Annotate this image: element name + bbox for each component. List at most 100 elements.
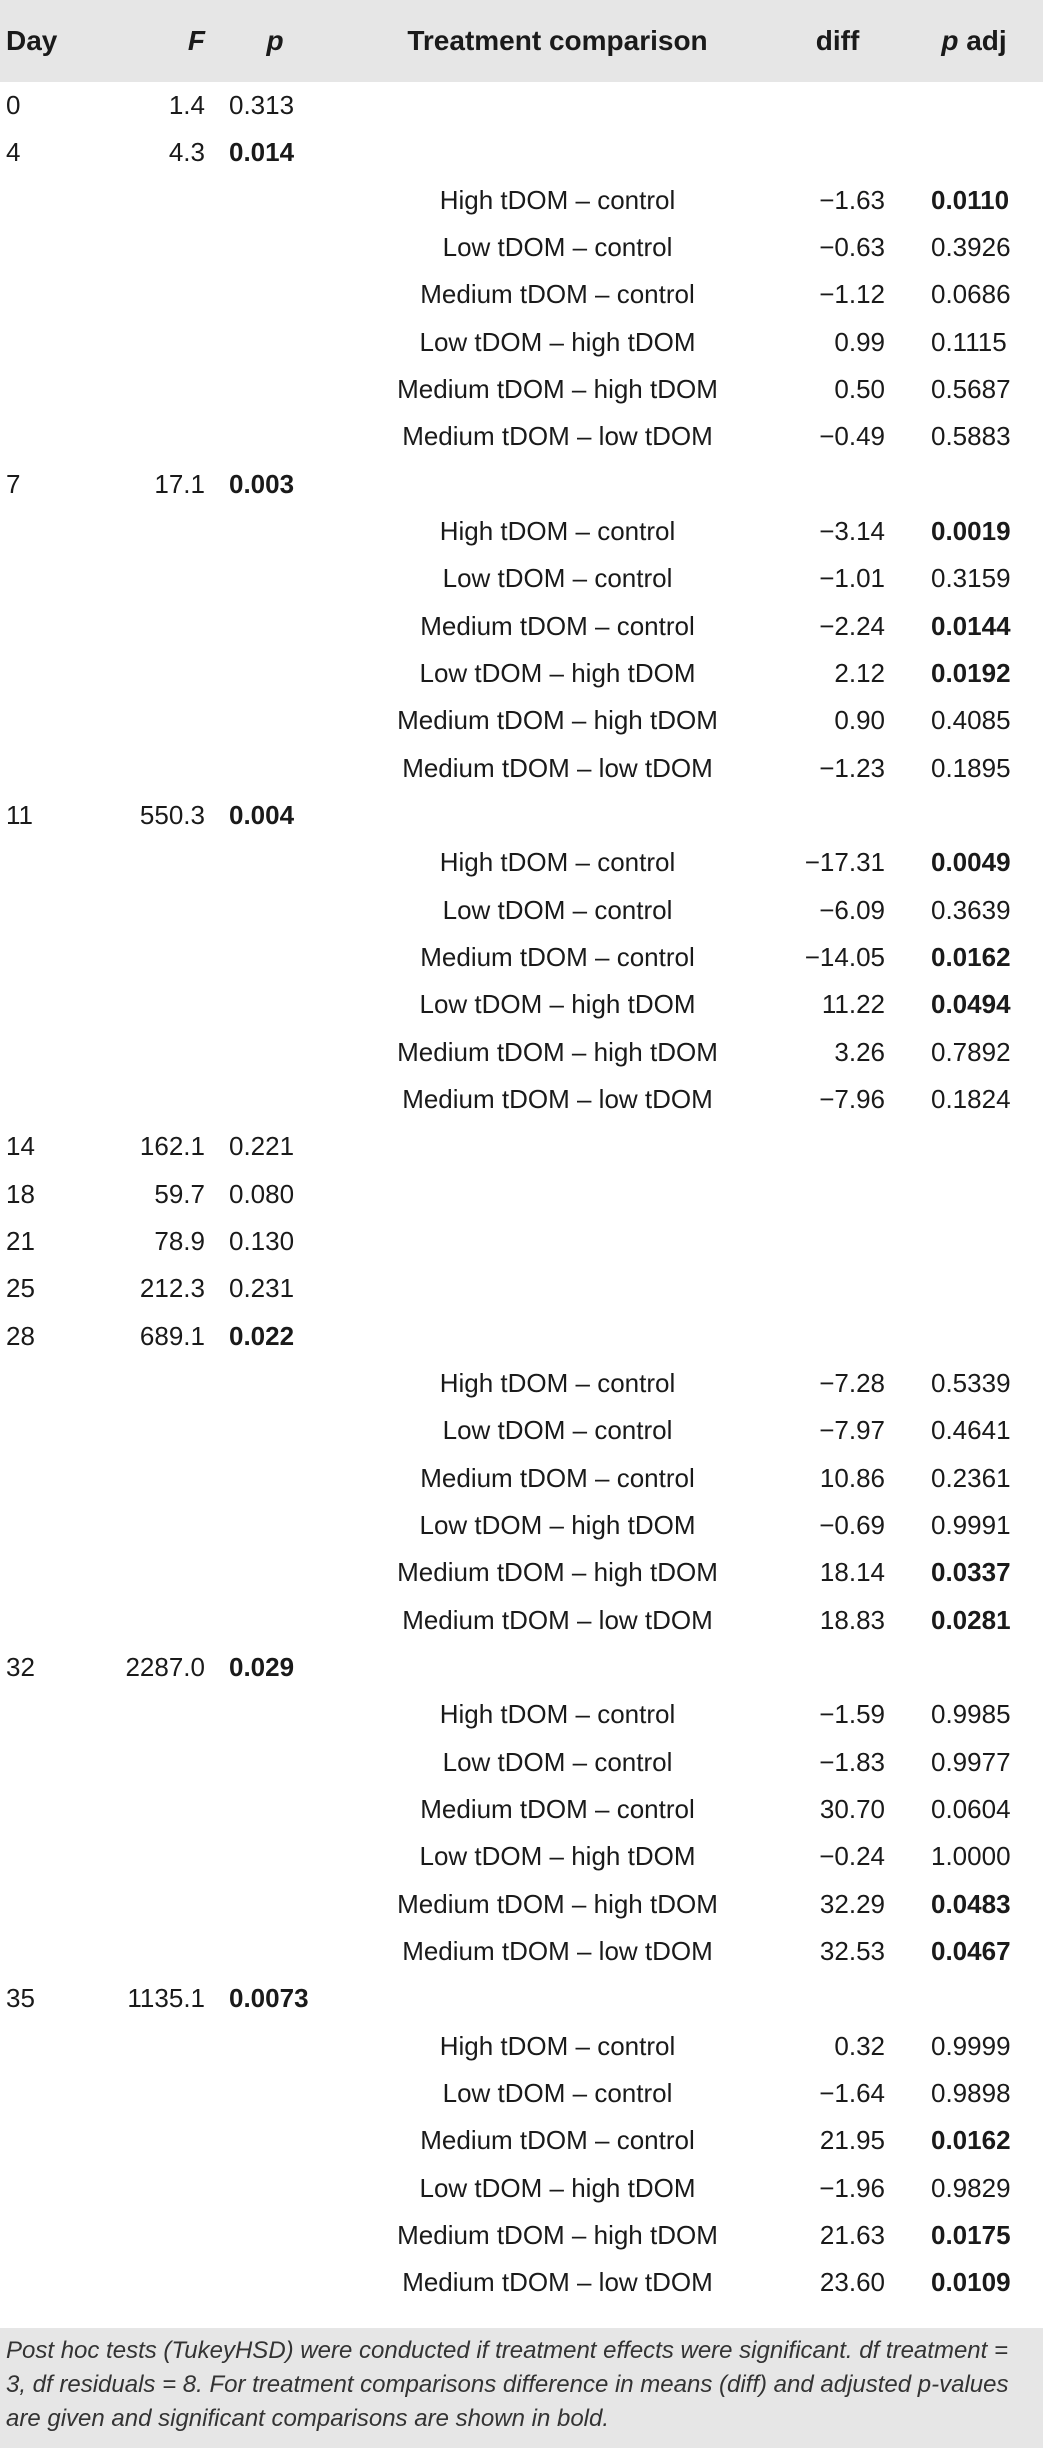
results-table-container: Day F p Treatment comparison diff p adj …	[0, 0, 1043, 2306]
cell-diff: 3.26	[834, 1036, 885, 1067]
cell-diff: 18.83	[819, 1604, 885, 1635]
cell-f: 212.3	[139, 1273, 205, 1304]
cell-comparison: Low tDOM – control	[442, 1415, 673, 1446]
cell-day: 4	[6, 137, 21, 168]
cell-p-empty	[205, 2117, 345, 2164]
header-day: Day	[6, 25, 58, 56]
cell-p-empty	[205, 1360, 345, 1407]
cell-diff: −1.96	[819, 2172, 885, 2203]
cell-day-empty	[0, 2022, 115, 2069]
cell-diff: −0.49	[819, 421, 885, 452]
cell-f-empty	[115, 508, 205, 555]
cell-day-empty	[0, 2259, 115, 2306]
cell-diff: 0.50	[834, 374, 885, 405]
cell-day: 14	[6, 1131, 35, 1162]
cell-comparison-empty	[345, 461, 770, 508]
cell-comparison: Medium tDOM – high tDOM	[397, 2219, 718, 2250]
cell-f-empty	[115, 2117, 205, 2164]
cell-padj-empty	[905, 1313, 1043, 1360]
table-row-day: 35 1135.1 0.0073	[0, 1975, 1043, 2022]
cell-diff-empty	[770, 792, 905, 839]
cell-padj-empty	[905, 1171, 1043, 1218]
cell-f-empty	[115, 1786, 205, 1833]
cell-diff: −2.24	[819, 610, 885, 641]
cell-day-empty	[0, 177, 115, 224]
cell-p-empty	[205, 366, 345, 413]
cell-p-empty	[205, 508, 345, 555]
cell-comparison: Low tDOM – high tDOM	[419, 2172, 696, 2203]
table-row-comparison: High tDOM – control −17.31 0.0049	[0, 839, 1043, 886]
table-row-comparison: Medium tDOM – low tDOM −1.23 0.1895	[0, 745, 1043, 792]
cell-p-empty	[205, 603, 345, 650]
cell-diff: −3.14	[819, 516, 885, 547]
footnote-text: Post hoc tests (TukeyHSD) were conducted…	[6, 2337, 1009, 2432]
table-row-comparison: Low tDOM – high tDOM 2.12 0.0192	[0, 650, 1043, 697]
cell-day-empty	[0, 981, 115, 1028]
cell-p-empty	[205, 650, 345, 697]
cell-padj: 0.2361	[931, 1462, 1011, 1493]
cell-padj-empty	[905, 129, 1043, 176]
cell-day-empty	[0, 1738, 115, 1785]
cell-diff: −1.83	[819, 1746, 885, 1777]
table-footnote: Post hoc tests (TukeyHSD) were conducted…	[0, 2328, 1043, 2448]
header-f: F	[187, 25, 205, 56]
cell-p-empty	[205, 224, 345, 271]
header-p-adj-italic: p	[941, 25, 959, 56]
table-row-comparison: High tDOM – control −1.63 0.0110	[0, 177, 1043, 224]
cell-f: 1135.1	[127, 1983, 205, 2014]
cell-day-empty	[0, 839, 115, 886]
cell-padj: 0.0467	[931, 1935, 1011, 1966]
table-row-comparison: Medium tDOM – low tDOM −0.49 0.5883	[0, 413, 1043, 460]
cell-p-empty	[205, 319, 345, 366]
cell-p-empty	[205, 2070, 345, 2117]
cell-padj-empty	[905, 1265, 1043, 1312]
cell-comparison: High tDOM – control	[439, 516, 676, 547]
cell-comparison-empty	[345, 82, 770, 129]
cell-day-empty	[0, 745, 115, 792]
cell-padj: 0.5687	[931, 374, 1011, 405]
cell-p: 0.029	[229, 1651, 295, 1682]
cell-diff-empty	[770, 1218, 905, 1265]
cell-f-empty	[115, 1833, 205, 1880]
cell-comparison: Medium tDOM – control	[420, 2125, 695, 2156]
cell-f-empty	[115, 887, 205, 934]
cell-diff-empty	[770, 1123, 905, 1170]
cell-p-empty	[205, 887, 345, 934]
cell-f-empty	[115, 1455, 205, 1502]
cell-p-empty	[205, 1928, 345, 1975]
cell-p-empty	[205, 839, 345, 886]
cell-comparison: Low tDOM – control	[442, 2077, 673, 2108]
cell-day-empty	[0, 224, 115, 271]
cell-comparison: Low tDOM – high tDOM	[419, 989, 696, 1020]
cell-f-empty	[115, 839, 205, 886]
cell-p-empty	[205, 1076, 345, 1123]
cell-day-empty	[0, 650, 115, 697]
cell-day: 0	[6, 90, 21, 121]
cell-diff-empty	[770, 1975, 905, 2022]
cell-p-empty	[205, 2212, 345, 2259]
cell-day-empty	[0, 319, 115, 366]
cell-f-empty	[115, 413, 205, 460]
cell-day: 28	[6, 1320, 35, 1351]
cell-comparison: Medium tDOM – control	[420, 1793, 695, 1824]
table-row-comparison: Low tDOM – control −7.97 0.4641	[0, 1407, 1043, 1454]
cell-comparison: Medium tDOM – low tDOM	[402, 421, 713, 452]
cell-diff-empty	[770, 1313, 905, 1360]
cell-comparison: Medium tDOM – low tDOM	[402, 1604, 713, 1635]
cell-day-empty	[0, 1928, 115, 1975]
cell-day-empty	[0, 934, 115, 981]
cell-f-empty	[115, 224, 205, 271]
cell-diff: −7.96	[819, 1084, 885, 1115]
table-row-comparison: Medium tDOM – low tDOM 23.60 0.0109	[0, 2259, 1043, 2306]
cell-diff-empty	[770, 129, 905, 176]
cell-diff-empty	[770, 82, 905, 129]
table-row-comparison: High tDOM – control −1.59 0.9985	[0, 1691, 1043, 1738]
header-p-adj: p adj	[905, 0, 1043, 82]
header-p: p	[266, 25, 284, 56]
cell-diff: −0.63	[819, 232, 885, 263]
cell-comparison: Low tDOM – high tDOM	[419, 326, 696, 357]
cell-f: 17.1	[154, 468, 205, 499]
cell-day: 11	[6, 800, 33, 831]
cell-diff: −7.28	[819, 1368, 885, 1399]
cell-day-empty	[0, 1360, 115, 1407]
